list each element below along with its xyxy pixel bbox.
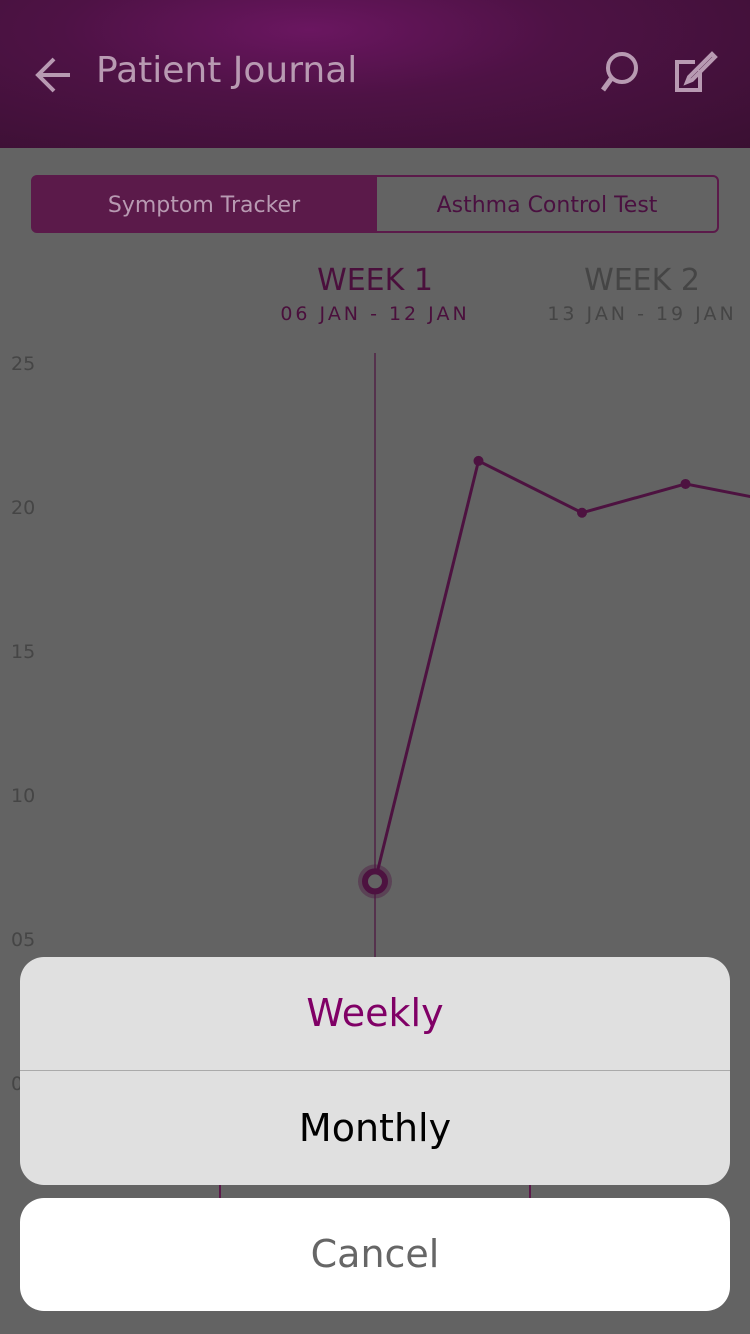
- point: [577, 507, 587, 518]
- back-arrow[interactable]: [35, 57, 70, 93]
- header-title: Patient Journal: [96, 50, 358, 91]
- y-tick-label: 20: [11, 497, 35, 519]
- point: [473, 455, 484, 466]
- cancel-button[interactable]: Cancel: [20, 1198, 730, 1311]
- sheet-option[interactable]: Monthly: [20, 1070, 730, 1185]
- sheet-option[interactable]: Weekly: [306, 991, 444, 1035]
- header-icons: [35, 51, 718, 93]
- option-list: Weekly Monthly: [20, 957, 730, 1185]
- series-line: [373, 458, 750, 882]
- point: [362, 868, 388, 895]
- y-tick-label: 25: [11, 353, 35, 375]
- point: [680, 478, 691, 489]
- tab[interactable]: Asthma Control Test: [375, 175, 719, 233]
- action-sheet: Weekly Monthly: [20, 957, 730, 1185]
- week-range: 06 JAN - 12 JAN: [280, 303, 469, 325]
- week-title: WEEK 1: [317, 263, 433, 298]
- edit-icon[interactable]: [675, 51, 718, 92]
- analytics-handle: [600, 77, 614, 92]
- tab[interactable]: Symptom Tracker: [31, 175, 377, 233]
- analytics-icon[interactable]: [606, 52, 638, 84]
- y-tick-label: 10: [11, 785, 35, 807]
- week-title: WEEK 2: [584, 263, 700, 298]
- y-tick-label: 15: [11, 641, 35, 663]
- header: Patient Journal: [0, 0, 750, 148]
- week-range: 13 JAN - 19 JAN: [547, 303, 736, 325]
- y-tick-label: 05: [11, 929, 35, 951]
